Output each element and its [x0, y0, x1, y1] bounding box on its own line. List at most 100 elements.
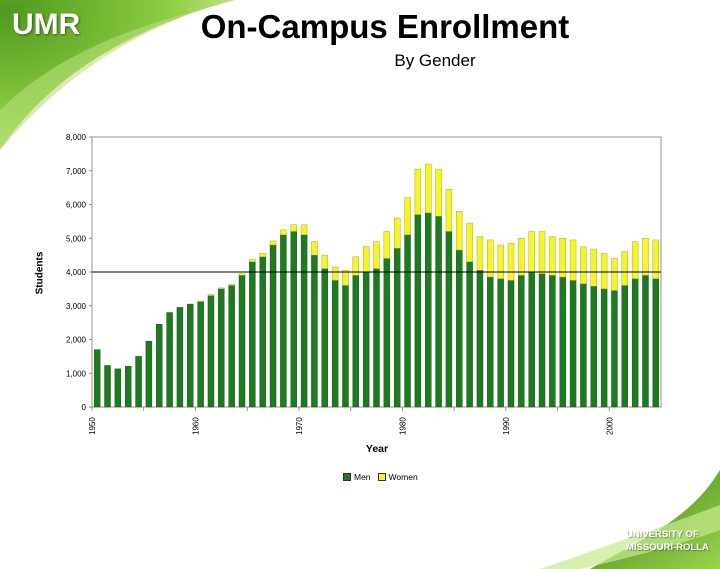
bar-women	[321, 254, 328, 269]
bar-women	[652, 239, 660, 279]
bar-men	[290, 231, 297, 408]
bar-women	[507, 243, 515, 281]
bar-men	[445, 231, 453, 408]
bar-women	[425, 163, 432, 214]
bar-women	[197, 300, 204, 302]
bar-women	[331, 266, 339, 281]
bar-men	[600, 288, 608, 408]
bar-women	[238, 273, 246, 276]
bar-men	[456, 249, 463, 408]
bar-men	[342, 285, 349, 408]
bar-men	[590, 285, 597, 408]
bar-men	[425, 212, 432, 408]
chart-legend: Men Women	[343, 472, 418, 482]
bar-men	[197, 301, 204, 408]
bar-men	[156, 324, 163, 408]
bar-men	[642, 275, 649, 408]
footer-line-1: UNIVERSITY OF	[626, 529, 699, 540]
x-tick-labels: 1950 1960 1970 1980 1990 2000	[88, 417, 614, 435]
x-tick-label: 1980	[398, 417, 407, 435]
bar-men	[228, 285, 235, 408]
bar-women	[456, 211, 463, 251]
bar-women	[476, 236, 484, 271]
bar-women	[559, 238, 566, 278]
bar-women	[362, 246, 370, 273]
bar-women	[549, 236, 556, 276]
bar-women	[393, 217, 401, 249]
x-tick-label: 1950	[88, 417, 97, 435]
bar-men	[631, 278, 639, 408]
x-tick-label: 1960	[191, 417, 200, 435]
bar-men	[518, 275, 525, 408]
bar-women	[435, 168, 442, 217]
bar-men	[218, 288, 225, 408]
bar-women	[342, 270, 349, 286]
bar-women	[631, 241, 639, 279]
y-tick-label: 2,000	[66, 336, 87, 345]
bar-men	[435, 216, 442, 408]
bar-women	[259, 253, 266, 258]
bar-men	[249, 261, 256, 408]
bar-women	[269, 240, 277, 246]
page-title: On-Campus Enrollment	[200, 8, 570, 45]
bar-men	[487, 276, 494, 408]
bar-men	[104, 365, 111, 408]
bar-men	[383, 258, 391, 408]
bar-women	[590, 248, 597, 287]
bar-men	[476, 270, 484, 408]
x-axis-label: Year	[365, 443, 389, 455]
bar-women	[445, 189, 453, 232]
bar-women	[218, 287, 225, 290]
umr-logo: UMR	[12, 8, 81, 41]
x-tick-label: 1990	[502, 417, 511, 435]
bar-men	[114, 368, 122, 408]
bar-men	[269, 244, 277, 408]
bar-men	[559, 276, 566, 408]
bar-men	[611, 290, 618, 408]
bar-women	[249, 258, 256, 263]
bar-men	[207, 295, 215, 408]
bar-men	[300, 234, 308, 408]
bar-men	[621, 285, 628, 408]
bar-women	[228, 283, 235, 286]
bar-men	[166, 312, 173, 408]
bar-women	[207, 294, 215, 296]
bar-men	[538, 273, 546, 408]
footer-line-2: MISSOURI-ROLLA	[626, 542, 709, 553]
legend-label-men: Men	[354, 472, 371, 482]
bar-women	[300, 224, 308, 236]
page-subtitle: By Gender	[394, 51, 476, 70]
bar-men	[93, 349, 101, 408]
y-axis-label: Students	[34, 251, 46, 295]
legend-swatch-men	[343, 473, 351, 481]
bar-women	[621, 251, 628, 286]
bar-men	[238, 275, 246, 408]
x-tick-label: 2000	[605, 417, 614, 435]
y-tick-label: 5,000	[66, 234, 87, 243]
bar-men	[311, 254, 318, 408]
bar-women	[311, 241, 318, 256]
bar-men	[414, 214, 422, 408]
bar-women	[538, 231, 546, 274]
bar-men	[331, 280, 339, 408]
y-tick-label: 0	[82, 403, 87, 412]
bar-women	[642, 238, 649, 276]
bar-women	[280, 229, 287, 236]
y-tick-label: 8,000	[66, 133, 87, 142]
y-tick-label: 4,000	[66, 268, 87, 277]
y-tick-label: 3,000	[66, 302, 87, 311]
bar-women	[569, 239, 577, 281]
chart-bars	[93, 163, 660, 408]
bar-men	[466, 261, 473, 408]
bar-women	[487, 239, 494, 278]
bar-women	[528, 231, 535, 273]
bar-men	[549, 275, 556, 408]
university-wordmark: UNIVERSITY OF MISSOURI-ROLLA	[626, 528, 709, 554]
bar-men	[528, 271, 535, 408]
bar-women	[497, 244, 504, 279]
bar-men	[280, 234, 287, 408]
y-tick-label: 1,000	[66, 369, 87, 378]
bar-men	[125, 365, 132, 408]
